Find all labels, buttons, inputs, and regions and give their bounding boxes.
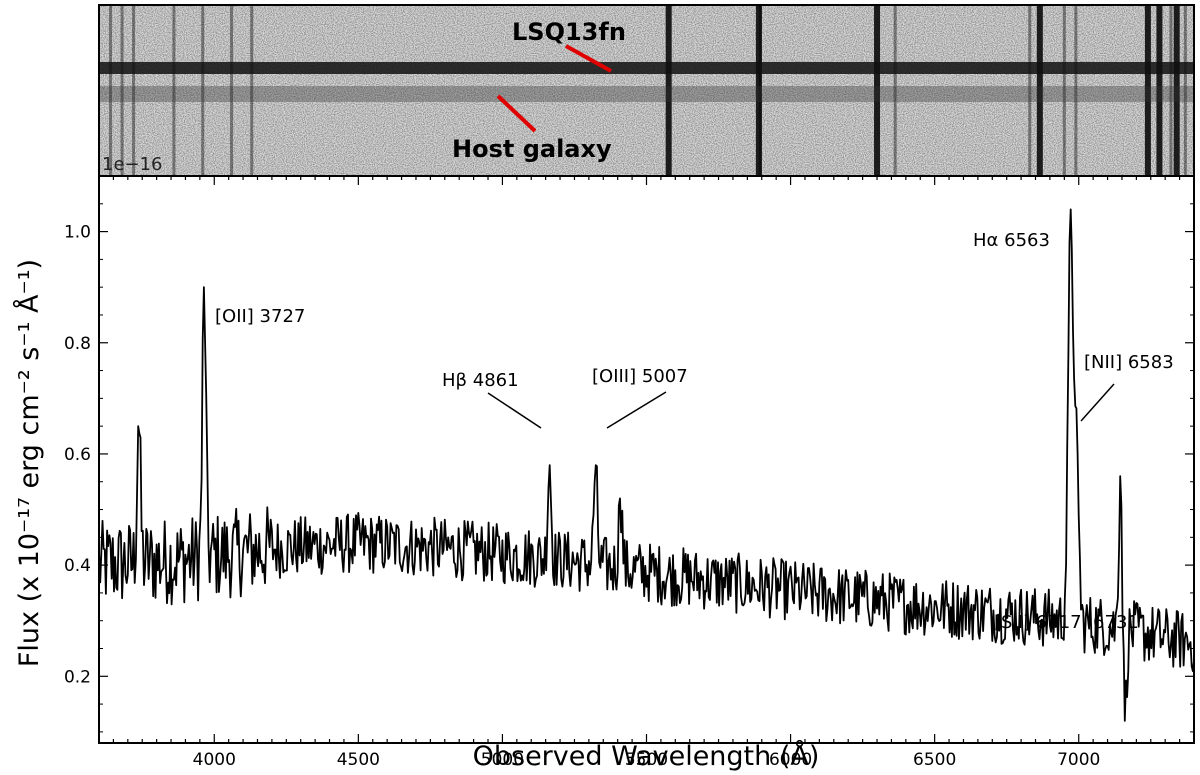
sky-line [250, 5, 254, 176]
sky-line [1036, 5, 1043, 176]
sky-line [1028, 5, 1032, 176]
sky-line [874, 5, 881, 176]
y-axis-label: Flux (x 10⁻¹⁷ erg cm⁻² s⁻¹ Å⁻¹) [13, 259, 45, 667]
sky-line [1169, 5, 1173, 176]
annotation-sii: [SII] 6717, 6731 [994, 612, 1139, 633]
y-tick-label: 0.4 [64, 556, 91, 576]
plot-frame [98, 175, 1195, 744]
y-tick-label: 0.2 [64, 667, 91, 687]
annotation-nii: [NII] 6583 [1084, 352, 1174, 373]
sky-line [1144, 5, 1151, 176]
sky-line [172, 5, 176, 176]
x-axis-ticks: 4000 4500 5000 5500 6000 6500 7000 [112, 176, 1195, 770]
sky-line [1173, 5, 1180, 176]
x-tick-label: 4500 [337, 750, 380, 770]
x-tick-label: 4000 [193, 750, 236, 770]
annotation-halpha: Hα 6563 [973, 230, 1050, 251]
sky-line [201, 5, 205, 176]
nii-pointer [1080, 383, 1115, 422]
hbeta-pointer [487, 392, 542, 429]
y-tick-label: 0.8 [64, 334, 91, 354]
x-axis-label: Observed Wavelength (Å) [473, 740, 820, 772]
host-trace [99, 86, 1194, 102]
offset-text: 1e−16 [102, 154, 163, 175]
annotation-hbeta: Hβ 4861 [442, 370, 519, 391]
sky-line [758, 5, 762, 176]
sky-line [755, 5, 762, 176]
host-label: Host galaxy [452, 135, 612, 163]
oiii-pointer [606, 391, 667, 429]
sky-line [665, 5, 672, 176]
sky-line [1062, 5, 1066, 176]
sn-arrow [565, 44, 612, 73]
spectrum-2d-noise [99, 5, 1194, 176]
host-arrow [496, 94, 537, 133]
spectrum-2d-panel: LSQ13fn Host galaxy 1e−16 [98, 4, 1195, 177]
x-tick-label: 7000 [1057, 750, 1100, 770]
sky-line [1074, 5, 1078, 176]
sky-line [132, 5, 136, 176]
x-tick-label: 6500 [913, 750, 956, 770]
y-axis-ticks: 0.2 0.4 0.6 0.8 1.0 [64, 203, 1194, 733]
spectrum-1d-panel: 4000 4500 5000 5500 6000 6500 7000 0.20.40.60.… [13, 175, 1195, 772]
sn-label: LSQ13fn [512, 18, 626, 46]
sky-line [1156, 5, 1163, 176]
spectrum-line [99, 208, 1194, 722]
y-tick-label: 0.6 [64, 445, 91, 465]
sky-line [1183, 5, 1187, 176]
x-tick-label: 5500 [625, 750, 668, 770]
sky-lines [109, 5, 1187, 176]
annotation-oii: [OII] 3727 [215, 306, 305, 327]
sn-trace [99, 62, 1194, 74]
annotation-oiii: [OIII] 5007 [592, 366, 688, 387]
sky-line [120, 5, 124, 176]
sky-line [230, 5, 234, 176]
sky-line [893, 5, 897, 176]
sky-line [109, 5, 113, 176]
x-tick-label: 6000 [769, 750, 812, 770]
y-tick-label: 1.0 [64, 223, 91, 243]
x-tick-label: 5000 [481, 750, 524, 770]
